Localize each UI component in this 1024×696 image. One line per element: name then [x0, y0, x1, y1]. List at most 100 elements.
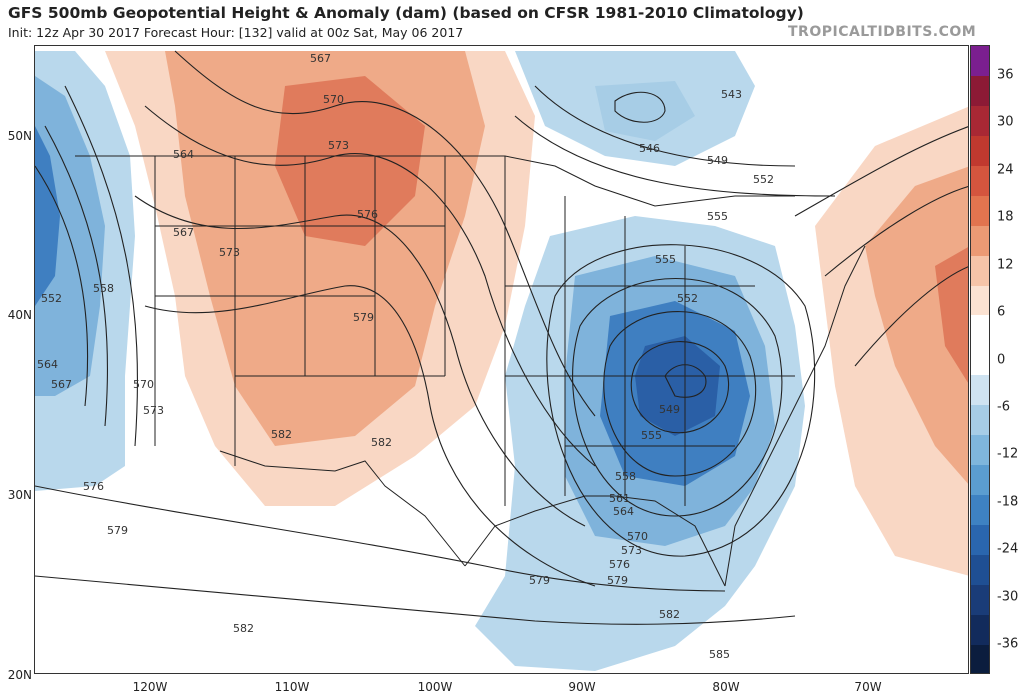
- contour-atlantic-1: [794, 126, 968, 217]
- contour-label: 579: [107, 524, 128, 537]
- contour-label: 570: [627, 530, 648, 543]
- colorbar-segment: [971, 495, 989, 525]
- colorbar-segment: [971, 285, 989, 316]
- western-ridge-dark: [275, 76, 425, 246]
- contour-label: 567: [173, 226, 194, 239]
- colorbar-segment: [971, 46, 989, 76]
- lon-label-70w: 70W: [854, 680, 882, 694]
- lon-label-100w: 100W: [417, 680, 453, 694]
- contour-label: 582: [233, 622, 254, 635]
- colorbar-tick-label: -12: [997, 446, 1019, 462]
- contour-south-2: [35, 575, 796, 625]
- state-lines-west: [154, 156, 446, 466]
- lon-label-90w: 90W: [568, 680, 596, 694]
- height-contours: [35, 50, 968, 625]
- colorbar-tick-label: 30: [997, 114, 1014, 130]
- map-subtitle: Init: 12z Apr 30 2017 Forecast Hour: [13…: [8, 25, 464, 40]
- colorbar-segment: [971, 315, 989, 346]
- contour-label: 555: [707, 210, 728, 223]
- contour-low-2: [630, 341, 730, 434]
- contour-label: 564: [173, 148, 194, 161]
- anomaly-shading: [35, 51, 968, 671]
- contour-low-1: [664, 364, 707, 398]
- contour-ridge-2: [144, 105, 596, 467]
- contour-label: 567: [51, 378, 72, 391]
- map-title: GFS 500mb Geopotential Height & Anomaly …: [8, 4, 804, 22]
- us-mexico-border: [219, 450, 466, 567]
- contour-label: 573: [328, 139, 349, 152]
- contour-ridge-4: [144, 285, 596, 587]
- contour-label: 573: [219, 246, 240, 259]
- colorbar-tick-label: 36: [997, 67, 1014, 83]
- lon-label-110w: 110W: [274, 680, 310, 694]
- lat-label-50n: 50N: [7, 129, 32, 143]
- atlantic-ridge-mid: [865, 166, 968, 484]
- canada-low-mid: [595, 81, 695, 141]
- contour-atlantic-3: [854, 266, 968, 367]
- contour-label: 579: [353, 311, 374, 324]
- contour-ridge-3: [134, 195, 586, 527]
- contour-canada-3: [514, 115, 836, 197]
- colorbar-segment: [971, 225, 989, 256]
- contour-label: 558: [615, 470, 636, 483]
- map-canvas: 567 570 573 576 579 582 564 573 567 552 …: [35, 50, 968, 671]
- contour-label: 552: [41, 292, 62, 305]
- contour-label: 564: [37, 358, 58, 371]
- colorbar-tick-label: -18: [997, 494, 1019, 510]
- contour-label: 552: [677, 292, 698, 305]
- source-credit: TROPICALTIDBITS.COM: [788, 24, 977, 40]
- anomaly-colorbar: [970, 45, 990, 674]
- western-trough-dark: [35, 126, 60, 306]
- lat-label-40n: 40N: [7, 308, 32, 322]
- colorbar-segment: [971, 435, 989, 466]
- colorbar-tick-label: -30: [997, 589, 1019, 605]
- contour-label: 579: [607, 574, 628, 587]
- colorbar-tick-label: -6: [997, 399, 1010, 415]
- contour-label: 576: [609, 558, 630, 571]
- contour-label: 576: [357, 208, 378, 221]
- political-borders: [75, 155, 866, 587]
- colorbar-segment: [971, 525, 989, 555]
- gulf-coast: [464, 495, 726, 587]
- contour-western-2: [44, 125, 109, 427]
- contour-label: 573: [143, 404, 164, 417]
- colorbar-segment: [971, 75, 989, 106]
- contour-label: 564: [613, 505, 634, 518]
- colorbar-segment: [971, 465, 989, 496]
- contour-label: 549: [659, 403, 680, 416]
- colorbar-segment: [971, 614, 989, 645]
- contour-low-5: [546, 244, 816, 557]
- contour-label: 561: [609, 492, 630, 505]
- colorbar-segment: [971, 584, 989, 615]
- colorbar-segment: [971, 105, 989, 136]
- cutoff-low-deepest: [635, 336, 720, 436]
- lat-label-30n: 30N: [7, 488, 32, 502]
- colorbar-segment: [971, 345, 989, 376]
- contour-canada-2: [534, 85, 796, 167]
- contour-label: 585: [709, 648, 730, 661]
- contour-label-group: 567 570 573 576 579 582 564 573 567 552 …: [37, 52, 774, 661]
- colorbar-tick-label: -24: [997, 541, 1019, 557]
- colorbar-segment: [971, 165, 989, 196]
- atlantic-coast: [724, 245, 866, 587]
- colorbar-tick-label: 0: [997, 352, 1006, 367]
- anomaly-map: 567 570 573 576 579 582 564 573 567 552 …: [34, 45, 969, 674]
- contour-label: 546: [639, 142, 660, 155]
- contour-low-4: [572, 278, 783, 517]
- colorbar-tick-label: 24: [997, 162, 1014, 178]
- contour-label: 582: [271, 428, 292, 441]
- colorbar-segment: [971, 375, 989, 406]
- contour-ridge-1: [174, 50, 596, 417]
- contour-south-1: [35, 485, 726, 592]
- contour-label: 573: [621, 544, 642, 557]
- colorbar-segment: [971, 405, 989, 436]
- contour-label: 579: [529, 574, 550, 587]
- contour-western-3: [64, 85, 138, 447]
- lon-label-80w: 80W: [712, 680, 740, 694]
- colorbar-tick-label: -36: [997, 636, 1019, 652]
- contour-canada-1: [614, 91, 666, 123]
- contour-label: 555: [641, 429, 662, 442]
- contour-label: 582: [659, 608, 680, 621]
- contour-label: 570: [133, 378, 154, 391]
- contour-label: 567: [310, 52, 331, 65]
